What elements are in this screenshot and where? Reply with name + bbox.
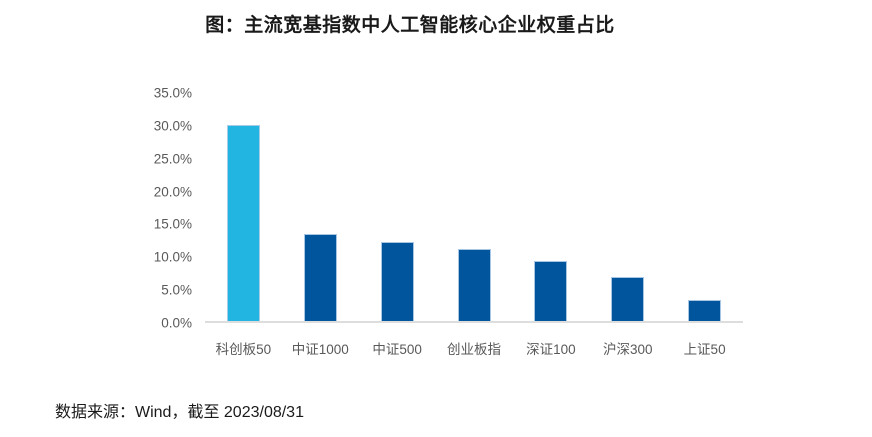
bar-深证100: [534, 260, 568, 321]
x-tick-label: 中证500: [372, 342, 422, 357]
bar-slot: [512, 93, 589, 321]
x-tick-label: 沪深300: [602, 342, 653, 357]
x-axis: 科创板50 中证1000 中证500 创业板指 深证100 沪深300 上证50: [205, 338, 743, 358]
y-tick-label: 5.0%: [161, 282, 192, 298]
bar-沪深300: [611, 277, 645, 321]
bar-slot: [436, 93, 513, 321]
bar-slot: [282, 93, 359, 321]
x-tick-label: 科创板50: [215, 342, 272, 357]
bar-中证1000: [303, 234, 337, 321]
bar-slot: [205, 93, 282, 321]
plot-area: [205, 93, 743, 323]
bar-slot: [666, 93, 743, 321]
chart-title: 图：主流宽基指数中人工智能核心企业权重占比: [205, 15, 615, 36]
y-tick-label: 0.0%: [161, 315, 192, 331]
y-tick-label: 15.0%: [153, 216, 192, 232]
x-tick-label: 上证50: [683, 342, 726, 357]
y-tick-label: 25.0%: [153, 151, 192, 167]
bar-上证50: [688, 300, 722, 321]
y-tick-label: 20.0%: [153, 184, 192, 200]
y-axis: 0.0% 5.0% 10.0% 15.0% 20.0% 25.0% 30.0% 35.0%: [100, 0, 192, 437]
x-tick-label: 中证1000: [291, 342, 349, 357]
y-tick-label: 30.0%: [153, 118, 192, 134]
bar-slot: [359, 93, 436, 321]
x-tick-label: 深证100: [526, 342, 576, 357]
bar-科创板50: [226, 124, 260, 321]
bar-创业板指: [457, 249, 491, 321]
y-tick-label: 10.0%: [153, 249, 192, 265]
x-tick-label: 创业板指: [447, 342, 501, 357]
y-tick-label: 35.0%: [153, 85, 192, 101]
bar-中证500: [380, 241, 414, 321]
bar-slot: [589, 93, 666, 321]
source-note: 数据来源：Wind，截至 2023/08/31: [55, 404, 304, 421]
